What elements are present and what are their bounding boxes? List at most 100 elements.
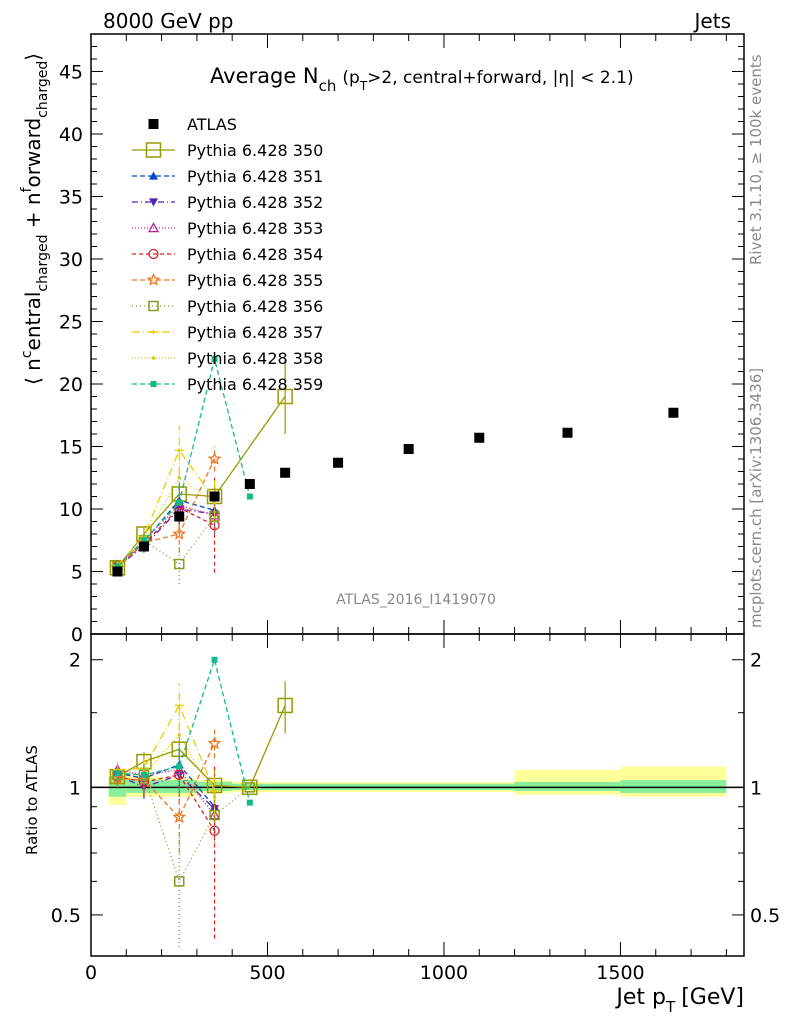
- x-axis-label: Jet pT [GeV]: [614, 985, 744, 1016]
- ratio-point-8-2: [177, 733, 182, 737]
- ratio-ytick-label-0: 0.5: [51, 905, 81, 927]
- ratio-ytick-label-right-1: 1: [750, 777, 762, 799]
- series-ratio-8: [115, 711, 217, 822]
- ratio-point-0-5: [277, 697, 293, 714]
- legend-label-5: Pythia 6.428 355: [187, 271, 323, 290]
- svg-text:Jet pT[GeV]: Jet pT [GeV]: [614, 985, 744, 1016]
- legend-label-8: Pythia 6.428 358: [187, 349, 323, 368]
- ratio-line-0: [117, 705, 286, 788]
- legend-label-9: Pythia 6.428 359: [187, 375, 323, 394]
- data-layer: [109, 356, 679, 948]
- series-point-9-4: [246, 493, 253, 500]
- series-point-9-1: [140, 537, 147, 544]
- main-ytick-label-20: 20: [59, 374, 83, 396]
- ratio-band-inner-5: [514, 781, 621, 792]
- series-ratio-9: [114, 656, 253, 806]
- main-ytick-label-45: 45: [59, 62, 83, 84]
- atlas-point-2: [174, 511, 185, 522]
- series-point-5-3: [207, 451, 222, 465]
- title-tail: >2, central+forward, |η| < 2.1): [367, 68, 633, 88]
- mcplots-label: mcplots.cern.ch [arXiv:1306.3436]: [747, 368, 765, 628]
- main-ytick-label-15: 15: [59, 437, 83, 459]
- legend-marker-atlas: [148, 119, 159, 129]
- ratio-ytick-label-right-2: 2: [750, 650, 762, 672]
- legend-label-2: Pythia 6.428 352: [187, 193, 323, 212]
- xtick-label-0: 0: [85, 962, 97, 984]
- legend-marker-4: [148, 248, 159, 260]
- atlas-point-7: [403, 444, 414, 454]
- ratio-line-6: [117, 774, 251, 884]
- atlas-point-8: [474, 432, 485, 443]
- energy-label: 8000 GeV pp: [103, 9, 234, 33]
- main-title: Average Nch (pT>2, central+forward, |η| <…: [210, 64, 634, 95]
- ratio-band-inner-6: [620, 780, 727, 793]
- process-label: Jets: [693, 9, 731, 33]
- ratio-point-6-2: [173, 876, 185, 887]
- ratio-line-1: [117, 764, 215, 808]
- main-ytick-label-30: 30: [59, 249, 83, 271]
- legend: ATLAS Pythia 6.428 350 Pythia 6.428 351 Pyt…: [132, 115, 323, 394]
- legend-label-atlas: ATLAS: [187, 115, 237, 134]
- series-atlas: [112, 407, 679, 577]
- legend-label-7: Pythia 6.428 357: [187, 323, 323, 342]
- atlas-point-1: [138, 541, 149, 552]
- series-line-5: [117, 458, 216, 569]
- legend-label-6: Pythia 6.428 356: [187, 297, 323, 316]
- axes: 0 5 10 15 20 25 30 35 40 45 0 500 1000 1500 0.5 0.5 1 1 2 2: [51, 33, 780, 984]
- atlas-point-6: [333, 457, 344, 468]
- main-ytick-label-10: 10: [59, 499, 83, 521]
- legend-label-1: Pythia 6.428 351: [187, 167, 323, 186]
- legend-marker-8: [151, 356, 156, 360]
- title-rest: (p: [342, 68, 359, 88]
- ratio-point-4-2: [174, 769, 185, 781]
- legend-marker-5: [146, 272, 161, 286]
- ratio-line-4: [117, 774, 216, 832]
- series-point-9-3: [211, 356, 218, 362]
- series-point-8-2: [177, 475, 182, 480]
- series-point-9-2: [176, 499, 183, 506]
- ratio-line-7: [117, 704, 216, 792]
- series-point-8-3: [212, 500, 217, 505]
- ratio-point-9-1: [140, 771, 147, 778]
- series-line-7: [117, 448, 216, 566]
- ratio-point-5-3: [207, 736, 222, 750]
- main-ytick-label-0: 0: [71, 624, 83, 646]
- atlas-point-4: [244, 479, 255, 489]
- main-ytick-label-5: 5: [71, 562, 83, 584]
- ratio-frame: [90, 633, 745, 957]
- main-ytick-label-35: 35: [59, 187, 83, 209]
- legend-label-0: Pythia 6.428 350: [187, 141, 323, 160]
- ratio-y-label: Ratio to ATLAS: [23, 745, 41, 855]
- main-ytick-label-25: 25: [59, 312, 83, 334]
- atlas-point-3: [209, 491, 220, 502]
- ratio-bands: [91, 766, 744, 805]
- legend-marker-9: [150, 381, 157, 387]
- title-main: Average N: [210, 64, 319, 88]
- series-line-3: [117, 504, 215, 566]
- svg-text:Average Nch(pT>2, central+forw: Average Nch (pT>2, central+forward, |η| <…: [210, 64, 634, 95]
- series-point-6-2: [173, 558, 185, 570]
- xtick-label-500: 500: [249, 962, 285, 984]
- series-line-6: [117, 516, 216, 567]
- ratio-line-9: [117, 657, 251, 803]
- atlas-point-0: [112, 566, 123, 577]
- title-rest-sub: T: [359, 79, 368, 93]
- ratio-ytick-label-2: 2: [69, 650, 81, 672]
- ratio-point-9-2: [176, 763, 183, 770]
- series-main-2: [112, 494, 220, 571]
- series-main-7: [112, 425, 220, 569]
- legend-label-4: Pythia 6.428 354: [187, 245, 323, 264]
- atlas-point-10: [668, 407, 679, 418]
- ratio-point-9-3: [211, 656, 218, 663]
- series-line-2: [117, 508, 215, 568]
- analysis-id: ATLAS_2016_I1419070: [336, 592, 496, 608]
- series-point-0-4: [277, 388, 293, 405]
- main-ytick-label-40: 40: [59, 124, 83, 146]
- series-main-6: [112, 497, 220, 584]
- xtick-label-1000: 1000: [420, 962, 468, 984]
- ratio-line-5: [117, 743, 216, 819]
- svg-text:⟨ ncentralcharged + nforwardch: ⟨ ncentralcharged + nforwardcharged⟩: [19, 53, 51, 385]
- legend-marker-2: [149, 198, 158, 207]
- series-line-1: [117, 499, 215, 567]
- title-sub: ch: [319, 77, 337, 95]
